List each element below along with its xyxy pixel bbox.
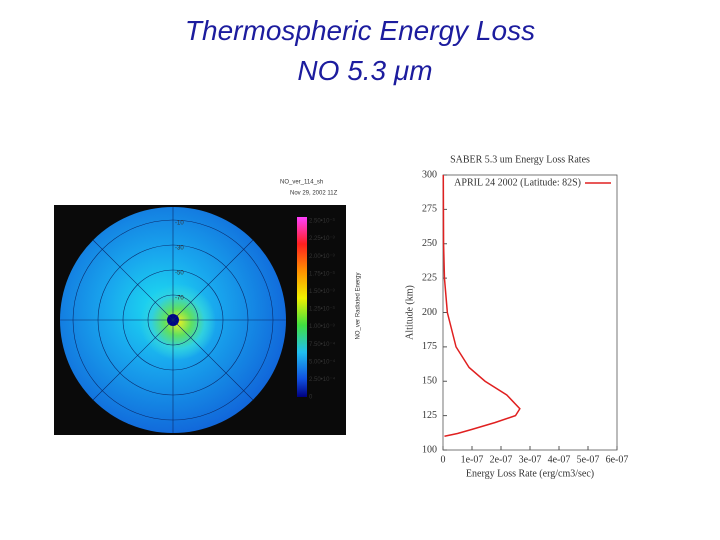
x-axis-label: Energy Loss Rate (erg/cm3/sec) xyxy=(466,468,594,479)
colorbar-tick-label: 5.00•10⁻⁴ xyxy=(309,358,336,365)
y-tick-label: 125 xyxy=(422,410,437,421)
chart-title: SABER 5.3 um Energy Loss Rates xyxy=(450,154,590,165)
slide-title: Thermospheric Energy Loss xyxy=(185,15,535,46)
x-tick-label: 2e-07 xyxy=(490,454,513,465)
map-date: Nov 29, 2002 11Z xyxy=(290,191,338,197)
x-tick-label: 1e-07 xyxy=(461,454,484,465)
y-tick-label: 225 xyxy=(422,272,437,283)
x-tick-label: 3e-07 xyxy=(519,454,542,465)
ring-label: -50 xyxy=(175,271,184,277)
colorbar-tick-label: 1.75•10⁻³ xyxy=(309,271,335,277)
x-tick-label: 0 xyxy=(441,454,446,465)
legend-label: APRIL 24 2002 (Latitude: 82S) xyxy=(454,177,581,188)
colorbar-tick-label: 0 xyxy=(309,395,313,401)
y-tick-label: 200 xyxy=(422,307,437,318)
colorbar-label: NO_ver Radiated Energy xyxy=(356,272,362,339)
slide-subtitle: NO 5.3 μm xyxy=(297,55,432,86)
colorbar-tick-label: 1.00•10⁻³ xyxy=(309,324,335,330)
y-tick-label: 250 xyxy=(422,238,437,249)
y-tick-label: 275 xyxy=(422,204,437,215)
colorbar-tick-label: 2.00•10⁻³ xyxy=(309,254,335,260)
y-tick-label: 100 xyxy=(422,444,437,455)
y-tick-label: 150 xyxy=(422,376,437,387)
colorbar xyxy=(297,217,307,397)
y-axis-label: Altitude (km) xyxy=(404,285,415,340)
colorbar-tick-label: 2.50•10⁻⁴ xyxy=(309,376,336,383)
x-tick-label: 5e-07 xyxy=(577,454,600,465)
ring-label: -70 xyxy=(175,296,184,302)
y-tick-label: 175 xyxy=(422,341,437,352)
x-tick-label: 6e-07 xyxy=(606,454,629,465)
colorbar-tick-label: 2.25•10⁻³ xyxy=(309,236,335,242)
colorbar-tick-label: 1.50•10⁻³ xyxy=(309,289,335,295)
colorbar-tick-label: 1.25•10⁻³ xyxy=(309,307,335,313)
colorbar-tick-label: 2.50•10⁻³ xyxy=(309,219,335,225)
map-grid xyxy=(60,207,286,433)
map-label: NO_ver_114_sh xyxy=(280,180,323,186)
x-tick-label: 4e-07 xyxy=(548,454,571,465)
ring-label: -10 xyxy=(175,221,184,227)
colorbar-tick-label: 7.50•10⁻⁴ xyxy=(309,341,336,348)
y-tick-label: 300 xyxy=(422,169,437,180)
data-line xyxy=(442,174,521,437)
plot-frame xyxy=(442,174,618,451)
ring-label: -30 xyxy=(175,246,184,252)
polar-map: NO_ver_114_sh Nov 29, 2002 11Z NO_ver Ra… xyxy=(54,180,362,435)
